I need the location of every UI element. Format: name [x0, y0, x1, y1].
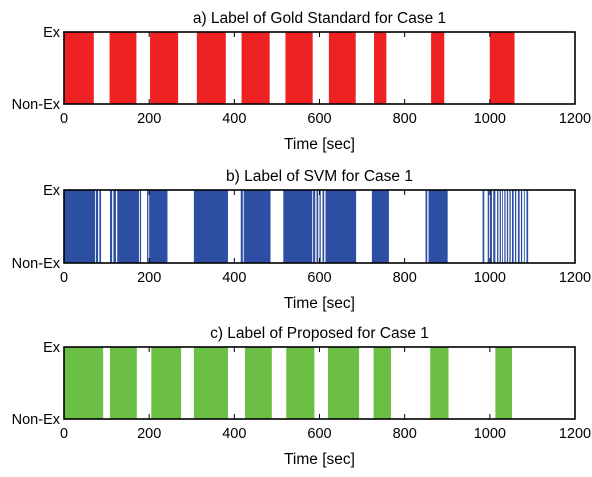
ex-interval-bar	[523, 190, 525, 263]
ex-interval-bar	[489, 190, 492, 263]
ex-interval-bar	[139, 190, 142, 263]
ex-interval-bar	[374, 32, 387, 104]
chart-panel-1: 0 200 400 600 800 1000 1200 Non-Ex Ex a) Label of…	[12, 10, 591, 153]
x-tick-label: 0	[60, 426, 68, 442]
ex-interval-bar	[428, 190, 448, 263]
ex-interval-bar	[147, 190, 149, 263]
ex-interval-bar	[241, 32, 270, 104]
ex-interval-bar	[482, 190, 485, 263]
ex-interval-bar	[526, 190, 529, 263]
ex-interval-bar	[325, 190, 357, 263]
ex-interval-bar	[149, 190, 168, 263]
ex-interval-bar	[109, 347, 137, 419]
ex-interval-bar	[425, 190, 428, 263]
ex-interval-bar	[497, 190, 499, 263]
x-tick-label: 400	[222, 270, 246, 286]
x-tick-label: 600	[307, 111, 331, 127]
ex-interval-bar	[243, 190, 271, 263]
ex-interval-bar	[64, 32, 94, 104]
x-tick-label: 1200	[559, 426, 591, 442]
x-tick-label: 1000	[474, 111, 506, 127]
x-tick-label: 800	[393, 111, 417, 127]
x-tick-label: 400	[222, 426, 246, 442]
ex-interval-bar	[286, 347, 315, 419]
y-tick-label-non-ex: Non-Ex	[12, 97, 61, 113]
ex-interval-bar	[244, 347, 272, 419]
ex-interval-bar	[109, 190, 113, 263]
x-tick-label: 0	[60, 111, 68, 127]
x-axis-label: Time [sec]	[284, 295, 355, 312]
ex-interval-bar	[517, 190, 520, 263]
ex-interval-bar	[196, 32, 226, 104]
ex-interval-bar	[109, 32, 137, 104]
x-tick-label: 200	[137, 426, 161, 442]
ex-interval-bar	[150, 32, 179, 104]
ex-interval-bar	[493, 190, 496, 263]
y-tick-label-non-ex: Non-Ex	[12, 256, 61, 272]
y-tick-label-non-ex: Non-Ex	[12, 412, 61, 428]
ex-interval-bar	[502, 190, 504, 263]
chart-panel-2: 0 200 400 600 800 1000 1200 Non-Ex Ex b) Label of…	[12, 168, 591, 312]
ex-interval-bar	[151, 347, 182, 419]
x-tick-label: 200	[137, 270, 161, 286]
ex-interval-bar	[64, 190, 96, 263]
ex-interval-bar	[504, 190, 506, 263]
ex-interval-bar	[495, 347, 512, 419]
ex-interval-bar	[193, 190, 228, 263]
ex-interval-bar	[487, 190, 489, 263]
x-axis-label: Time [sec]	[284, 136, 355, 153]
ex-interval-bar	[99, 190, 102, 263]
x-tick-label: 200	[137, 111, 161, 127]
x-tick-label: 1200	[559, 111, 591, 127]
ex-interval-bar	[509, 190, 511, 263]
chart-title: c) Label of Proposed for Case 1	[210, 325, 429, 342]
x-tick-label: 800	[393, 270, 417, 286]
ex-interval-bar	[64, 347, 104, 419]
ex-interval-bar	[511, 190, 514, 263]
ex-interval-bar	[506, 190, 509, 263]
x-tick-label: 1000	[474, 426, 506, 442]
ex-interval-bar	[313, 190, 316, 263]
ex-interval-bar	[283, 190, 313, 263]
ex-interval-bar	[322, 190, 325, 263]
x-tick-label: 1200	[559, 270, 591, 286]
ex-interval-bar	[371, 190, 389, 263]
x-tick-label: 0	[60, 270, 68, 286]
x-axis-label: Time [sec]	[284, 451, 355, 468]
chart-panel-3: 0 200 400 600 800 1000 1200 Non-Ex Ex c) Label of…	[12, 325, 591, 468]
ex-interval-bar	[113, 190, 116, 263]
ex-interval-bar	[373, 347, 392, 419]
ex-interval-bar	[514, 190, 517, 263]
x-tick-label: 600	[307, 270, 331, 286]
ex-interval-bar	[431, 32, 445, 104]
ex-interval-bar	[328, 347, 360, 419]
y-tick-label-ex: Ex	[43, 25, 61, 41]
ex-interval-bar	[430, 347, 449, 419]
chart-title: a) Label of Gold Standard for Case 1	[193, 10, 446, 27]
x-tick-label: 1000	[474, 270, 506, 286]
x-tick-label: 600	[307, 426, 331, 442]
x-tick-label: 800	[393, 426, 417, 442]
ex-interval-bar	[285, 32, 313, 104]
chart-title: b) Label of SVM for Case 1	[226, 168, 413, 185]
x-tick-label: 400	[222, 111, 246, 127]
ex-interval-bar	[316, 190, 319, 263]
ex-interval-bar	[328, 32, 356, 104]
ex-interval-bar	[193, 347, 228, 419]
ex-interval-bar	[520, 190, 523, 263]
y-tick-label-ex: Ex	[43, 340, 61, 356]
ex-interval-bar	[489, 32, 515, 104]
y-tick-label-ex: Ex	[43, 183, 61, 199]
ex-interval-bar	[240, 190, 243, 263]
ex-interval-bar	[117, 190, 139, 263]
ex-interval-bar	[95, 190, 99, 263]
ex-interval-bar	[499, 190, 501, 263]
ex-interval-bar	[319, 190, 321, 263]
